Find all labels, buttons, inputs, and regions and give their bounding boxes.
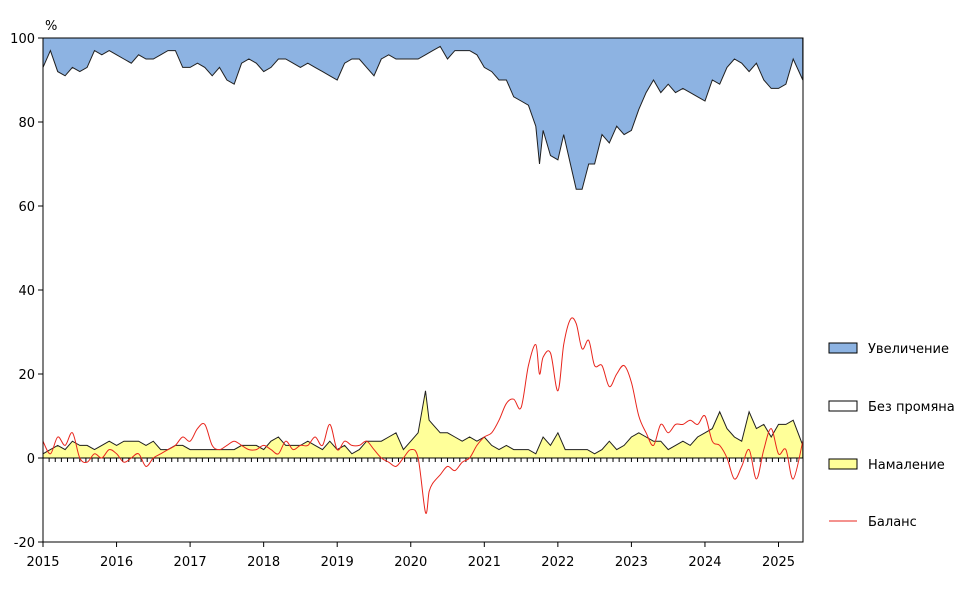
x-tick-label: 2017 (174, 555, 207, 570)
x-tick-label: 2023 (615, 555, 648, 570)
y-tick-label: 60 (18, 200, 35, 215)
legend-label: Баланс (868, 515, 917, 530)
x-tick-label: 2025 (762, 555, 795, 570)
series-increase-area (42, 37, 804, 190)
y-tick-label: 20 (18, 368, 35, 383)
legend-swatch (828, 342, 858, 354)
legend: Увеличение Без промяна Намаление Баланс (828, 342, 955, 530)
legend-label: Увеличение (868, 342, 949, 357)
legend-swatch (828, 458, 858, 470)
y-tick-label: 100 (10, 32, 35, 47)
plot-background (43, 38, 803, 542)
x-tick-label: 2021 (468, 555, 501, 570)
x-tick-label: 2024 (688, 555, 721, 570)
plot-area (42, 37, 804, 543)
series-balance-line (42, 317, 804, 515)
y-tick-label: 40 (18, 284, 35, 299)
legend-label: Намаление (868, 458, 945, 473)
x-tick-label: 2015 (26, 555, 59, 570)
x-tick-label: 2019 (321, 555, 354, 570)
legend-swatch (828, 400, 858, 412)
x-tick-label: 2016 (100, 555, 133, 570)
x-minor-ticks (42, 458, 804, 462)
y-tick-label: 0 (27, 452, 35, 467)
y-axis-unit-label: % (45, 19, 57, 34)
y-axis: -20 0 20 40 60 80 100 (10, 32, 43, 551)
legend-label: Без промяна (868, 400, 955, 415)
x-tick-label: 2022 (541, 555, 574, 570)
y-tick-label: -20 (14, 536, 35, 551)
x-axis: 2015 2016 2017 2018 2019 2020 2021 2022 2023 2024… (26, 542, 795, 570)
x-tick-label: 2018 (247, 555, 280, 570)
y-tick-label: 80 (18, 116, 35, 131)
series-decrease-area (42, 390, 804, 459)
x-tick-label: 2020 (394, 555, 427, 570)
